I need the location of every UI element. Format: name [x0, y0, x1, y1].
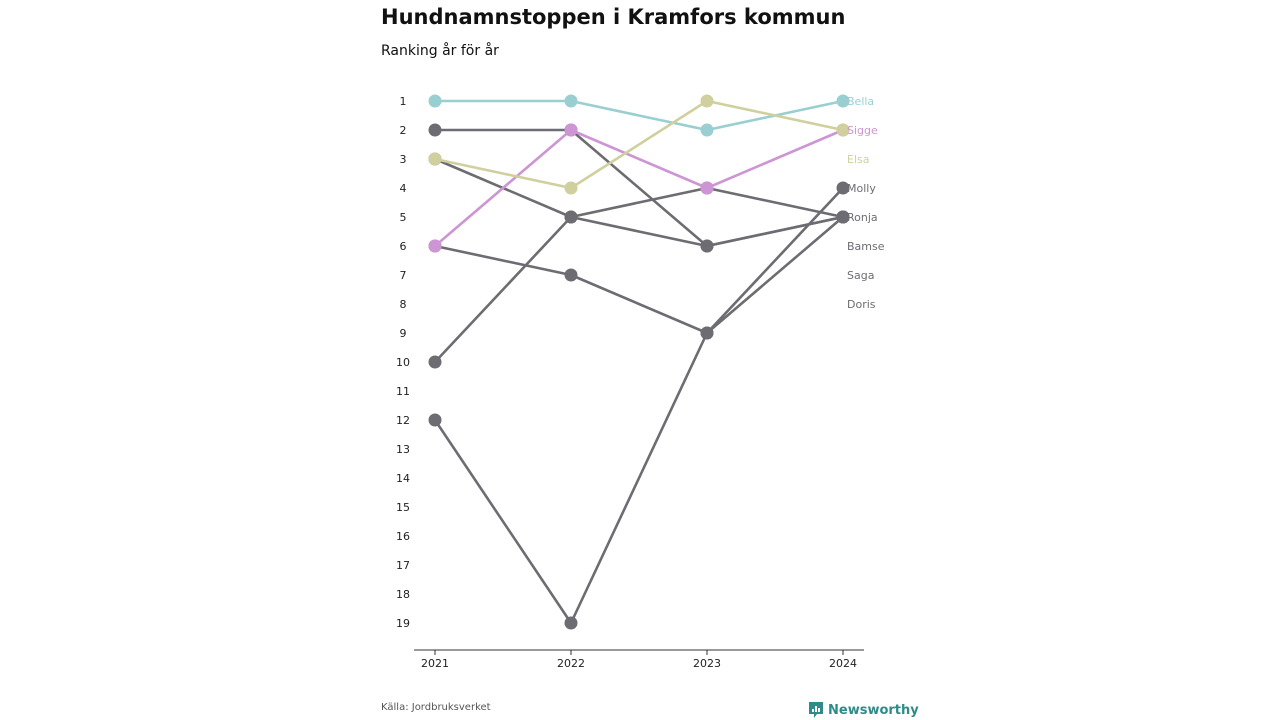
y-tick-label: 15 [396, 501, 410, 514]
series-label-elsa: Elsa [847, 153, 869, 166]
chart-title: Hundnamnstoppen i Kramfors kommun [381, 5, 846, 29]
y-tick-label: 1 [400, 95, 407, 108]
y-tick-label: 19 [396, 617, 410, 630]
newsworthy-brand[interactable]: Newsworthy [808, 701, 919, 719]
y-tick-label: 8 [400, 298, 407, 311]
y-tick-label: 4 [400, 182, 407, 195]
x-tick-label: 2021 [421, 657, 449, 670]
chart-subtitle: Ranking år för år [381, 43, 499, 59]
y-tick-label: 5 [400, 211, 407, 224]
y-tick-label: 2 [400, 124, 407, 137]
data-point-doris [564, 210, 578, 224]
data-point-sigge [428, 239, 442, 253]
y-tick-label: 14 [396, 472, 410, 485]
data-point-sigge [700, 181, 714, 195]
series-line-bamse [433, 128, 845, 248]
data-point-ronja [700, 326, 714, 340]
x-tick-label: 2024 [829, 657, 857, 670]
brand-name: Newsworthy [828, 702, 919, 718]
series-label-sigge: Sigge [847, 124, 878, 137]
y-tick-label: 12 [396, 414, 410, 427]
x-tick-label: 2023 [693, 657, 721, 670]
data-point-bella [700, 123, 714, 137]
data-point-elsa [836, 123, 850, 137]
data-point-bella [836, 94, 850, 108]
series-label-molly: Molly [847, 182, 876, 195]
series-line-sigge [433, 128, 845, 248]
data-point-bella [564, 94, 578, 108]
series-label-ronja: Ronja [847, 211, 878, 224]
data-point-molly [564, 616, 578, 630]
data-point-doris [428, 355, 442, 369]
y-tick-label: 11 [396, 385, 410, 398]
y-tick-label: 17 [396, 559, 410, 572]
data-point-elsa [700, 94, 714, 108]
series-label-bella: Bella [847, 95, 874, 108]
data-point-molly [836, 181, 850, 195]
series-line-doris [433, 186, 845, 364]
y-tick-label: 13 [396, 443, 410, 456]
y-tick-label: 18 [396, 588, 410, 601]
data-point-saga [700, 239, 714, 253]
data-point-elsa [428, 152, 442, 166]
series-line-ronja [433, 215, 845, 335]
y-tick-label: 16 [396, 530, 410, 543]
data-point-elsa [564, 181, 578, 195]
source-note: Källa: Jordbruksverket [381, 702, 491, 713]
x-tick-label: 2022 [557, 657, 585, 670]
y-tick-label: 10 [396, 356, 410, 369]
y-tick-label: 3 [400, 153, 407, 166]
series-line-elsa [433, 99, 845, 190]
newsworthy-logo-icon [809, 702, 823, 718]
data-point-bella [428, 94, 442, 108]
series-label-bamse: Bamse [847, 240, 885, 253]
series-line-bella [433, 99, 845, 132]
series-line-molly [433, 186, 845, 625]
y-tick-label: 7 [400, 269, 407, 282]
data-point-ronja [564, 268, 578, 282]
data-point-bamse [428, 123, 442, 137]
y-tick-label: 6 [400, 240, 407, 253]
data-point-molly [428, 413, 442, 427]
data-point-sigge [564, 123, 578, 137]
y-tick-label: 9 [400, 327, 407, 340]
series-label-doris: Doris [847, 298, 876, 311]
series-label-saga: Saga [847, 269, 874, 282]
data-point-doris [836, 210, 850, 224]
